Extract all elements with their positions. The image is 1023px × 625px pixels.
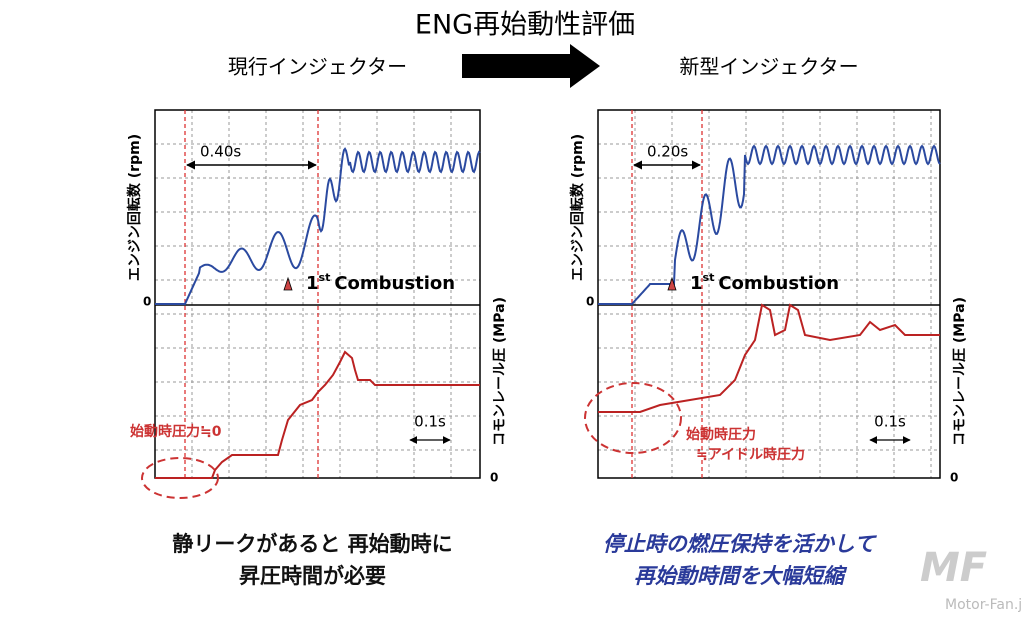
combustion-number: 1 [690, 273, 703, 294]
scale-label: 0.1s [414, 413, 446, 431]
combustion-marker [283, 276, 293, 291]
combustion-label: 1st Combustion [306, 271, 455, 294]
delay-label: 0.20s [647, 143, 688, 161]
combustion-suffix: st [319, 271, 331, 284]
highlight [584, 382, 682, 454]
plot-frame [597, 109, 941, 479]
pressure-axis-label: コモンレール圧 (MPa) [492, 297, 508, 446]
caption: 停止時の燃圧保持を活かして [603, 532, 877, 556]
pressure-trace [155, 350, 480, 479]
title: ENG再始動性評価 [415, 10, 635, 41]
combustion-word: Combustion [718, 273, 839, 294]
pressure-trace [598, 303, 940, 413]
rpm-trace [155, 147, 481, 305]
watermark: Motor-Fan.jp [945, 597, 1023, 613]
combustion-number: 1 [306, 273, 319, 294]
pressure-note: 始動時圧力 [686, 426, 756, 443]
caption: 昇圧時間が必要 [239, 564, 386, 588]
rpm-axis-label: エンジン回転数 (rpm) [126, 134, 143, 281]
caption: 再始動時間を大幅短縮 [634, 564, 848, 588]
delay-label: 0.40s [200, 143, 241, 161]
highlight [141, 457, 219, 499]
combustion-suffix: st [703, 271, 715, 284]
scale-label: 0.1s [874, 413, 906, 431]
logo: MF [920, 545, 987, 591]
rpm-axis-label: エンジン回転数 (rpm) [569, 134, 586, 281]
pressure-note: ≒アイドル時圧力 [696, 446, 805, 463]
panel-heading: 新型インジェクター [679, 55, 858, 79]
big-arrow [462, 44, 600, 88]
rpm-zero: 0 [143, 295, 151, 309]
pressure-note: 始動時圧力≒0 [130, 423, 222, 440]
combustion-label: 1st Combustion [690, 271, 839, 294]
caption: 静リークがあると 再始動時に [172, 532, 452, 556]
pressure-zero: 0 [950, 471, 958, 485]
pressure-zero: 0 [490, 471, 498, 485]
panel-heading: 現行インジェクター [228, 55, 407, 79]
combustion-marker [667, 276, 677, 291]
pressure-axis-label: コモンレール圧 (MPa) [952, 297, 968, 446]
rpm-trace [598, 144, 941, 305]
combustion-word: Combustion [334, 273, 455, 294]
rpm-zero: 0 [586, 295, 594, 309]
